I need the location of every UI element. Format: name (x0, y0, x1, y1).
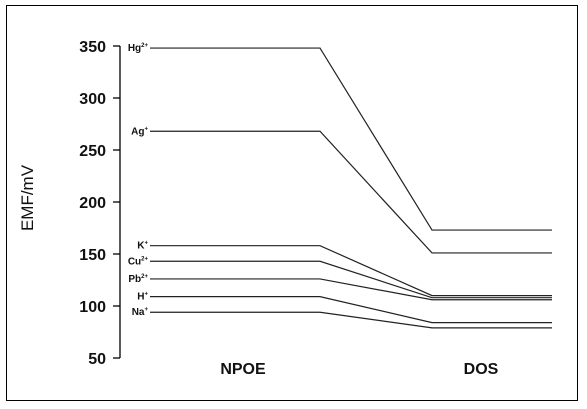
y-tick-label: 350 (79, 39, 106, 56)
series-label-h: H+ (137, 292, 148, 303)
y-tick-label: 250 (79, 143, 106, 160)
series-labels: Hg2+ Ag+ K+ Cu2+ Pb2+ H+ Na+ (128, 43, 149, 318)
y-tick-label: 300 (79, 91, 106, 108)
series-line-cu (150, 260, 552, 299)
y-tick-label: 200 (79, 195, 106, 212)
series-lines (150, 47, 552, 329)
category-label-dos: DOS (464, 361, 499, 378)
chart-frame (6, 5, 578, 401)
series-label-cu: Cu2+ (128, 256, 149, 267)
y-tick-label: 100 (79, 299, 106, 316)
series-label-na: Na+ (132, 307, 149, 318)
category-labels: NPOE DOS (220, 361, 498, 378)
series-label-hg: Hg2+ (128, 43, 149, 54)
series-line-hg (150, 47, 552, 231)
series-line-h (150, 296, 552, 324)
series-label-k: K+ (137, 241, 148, 252)
y-axis-label: EMF/mV (18, 164, 37, 231)
y-axis (113, 45, 121, 359)
series-line-pb (150, 278, 552, 301)
category-label-npoe: NPOE (220, 361, 266, 378)
series-label-ag: Ag+ (131, 126, 148, 137)
series-line-ag (150, 130, 552, 254)
series-line-k (150, 245, 552, 297)
y-tick-label: 50 (88, 351, 106, 368)
y-tick-labels: 50 100 150 200 250 300 350 (79, 39, 106, 368)
y-tick-label: 150 (79, 247, 106, 264)
series-line-na (150, 311, 552, 329)
series-label-pb: Pb2+ (128, 274, 148, 285)
